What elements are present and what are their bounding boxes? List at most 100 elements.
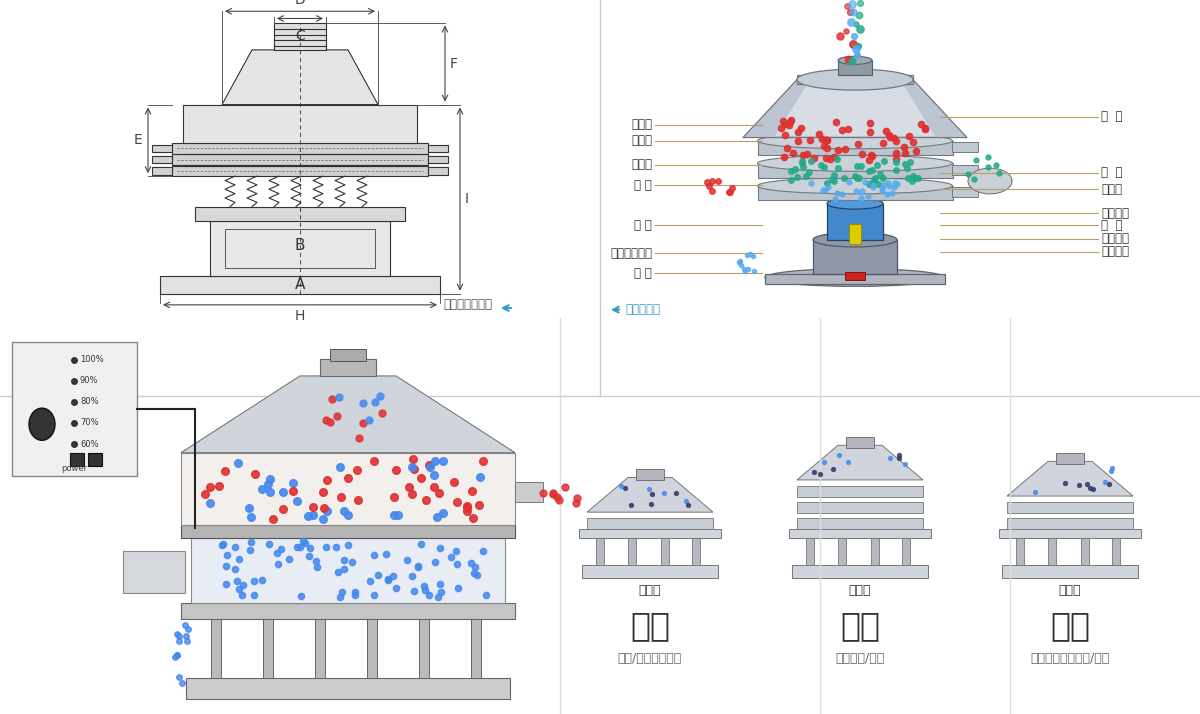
Ellipse shape	[814, 233, 898, 247]
Text: 70%: 70%	[80, 418, 98, 428]
Polygon shape	[1007, 461, 1133, 496]
Text: 三層式: 三層式	[848, 584, 871, 597]
Text: 運輸固定螺栓: 運輸固定螺栓	[610, 247, 652, 260]
Text: 上部重錘: 上部重錘	[1102, 206, 1129, 220]
Bar	[850, 223, 862, 243]
Bar	[428, 167, 448, 174]
Text: H: H	[295, 309, 305, 323]
Bar	[88, 453, 102, 466]
Polygon shape	[775, 81, 935, 136]
Bar	[790, 530, 931, 538]
Circle shape	[29, 408, 55, 441]
Text: power: power	[61, 463, 88, 473]
Ellipse shape	[766, 268, 946, 286]
Bar	[814, 240, 898, 274]
Bar	[515, 483, 542, 502]
Ellipse shape	[757, 133, 953, 149]
Bar	[182, 104, 418, 144]
Bar	[152, 167, 172, 174]
Ellipse shape	[838, 56, 872, 64]
Polygon shape	[797, 446, 923, 480]
Text: F: F	[450, 56, 458, 71]
Bar	[1056, 453, 1084, 464]
Bar	[181, 603, 515, 618]
Bar	[70, 453, 84, 466]
Bar	[263, 618, 274, 678]
Bar	[194, 207, 406, 221]
Bar	[797, 486, 923, 497]
Text: 除雜: 除雜	[1050, 609, 1090, 642]
Text: 網  架: 網 架	[1102, 166, 1122, 179]
Bar	[838, 538, 846, 565]
Bar	[596, 538, 604, 565]
Bar	[12, 343, 137, 476]
Text: 分級: 分級	[630, 609, 670, 642]
Text: 進料口: 進料口	[631, 119, 652, 131]
Bar	[628, 538, 636, 565]
Bar	[792, 565, 928, 578]
Bar	[470, 618, 481, 678]
Bar	[580, 530, 721, 538]
Bar	[952, 187, 978, 197]
Text: 篩  網: 篩 網	[1102, 110, 1122, 123]
Ellipse shape	[797, 69, 913, 90]
Bar	[797, 502, 923, 513]
Bar	[1048, 538, 1056, 565]
Text: 彈 簧: 彈 簧	[635, 218, 652, 232]
Bar	[758, 186, 953, 201]
Text: 80%: 80%	[80, 398, 98, 406]
Text: 雙層式: 雙層式	[1058, 584, 1081, 597]
Bar	[182, 165, 418, 166]
Bar	[314, 618, 325, 678]
Bar	[587, 518, 713, 530]
Bar	[827, 203, 883, 240]
Bar	[871, 538, 878, 565]
Text: 下部重錘: 下部重錘	[1102, 246, 1129, 258]
Bar	[998, 530, 1141, 538]
Bar	[367, 618, 377, 678]
Bar	[838, 60, 872, 75]
Ellipse shape	[968, 168, 1012, 194]
Bar	[172, 166, 428, 176]
Bar	[1112, 538, 1120, 565]
Bar	[692, 538, 700, 565]
Bar	[160, 276, 440, 293]
Text: 外形尺寸示意圖: 外形尺寸示意圖	[443, 298, 492, 311]
Bar	[330, 348, 366, 361]
Bar	[152, 156, 172, 164]
Bar	[1007, 518, 1133, 530]
Bar	[181, 453, 515, 525]
Text: 機 座: 機 座	[635, 267, 652, 280]
Text: E: E	[133, 134, 142, 147]
Bar	[797, 75, 913, 84]
Bar	[320, 358, 376, 376]
Bar	[758, 164, 953, 178]
Bar	[902, 538, 910, 565]
Text: 防塵蓋: 防塵蓋	[631, 134, 652, 147]
Polygon shape	[181, 376, 515, 453]
Text: D: D	[295, 0, 305, 7]
Polygon shape	[743, 80, 967, 138]
Text: C: C	[295, 29, 305, 44]
Bar	[766, 274, 946, 284]
Bar	[172, 154, 428, 165]
Bar	[661, 538, 670, 565]
Bar	[1081, 538, 1090, 565]
Text: 100%: 100%	[80, 356, 103, 364]
Bar	[191, 538, 505, 603]
Text: 單層式: 單層式	[638, 584, 661, 597]
Text: 振動電機: 振動電機	[1102, 232, 1129, 246]
Bar	[211, 618, 221, 678]
Bar	[952, 142, 978, 152]
Text: 束 環: 束 環	[635, 178, 652, 191]
Text: 90%: 90%	[80, 376, 98, 386]
Text: 去除異物/結塊: 去除異物/結塊	[835, 652, 884, 665]
Bar	[124, 550, 185, 593]
Bar	[274, 23, 326, 50]
Bar	[797, 518, 923, 530]
Ellipse shape	[757, 155, 953, 171]
Bar	[1007, 502, 1133, 513]
Bar	[210, 221, 390, 276]
Polygon shape	[222, 50, 378, 104]
Text: 出料口: 出料口	[631, 159, 652, 171]
